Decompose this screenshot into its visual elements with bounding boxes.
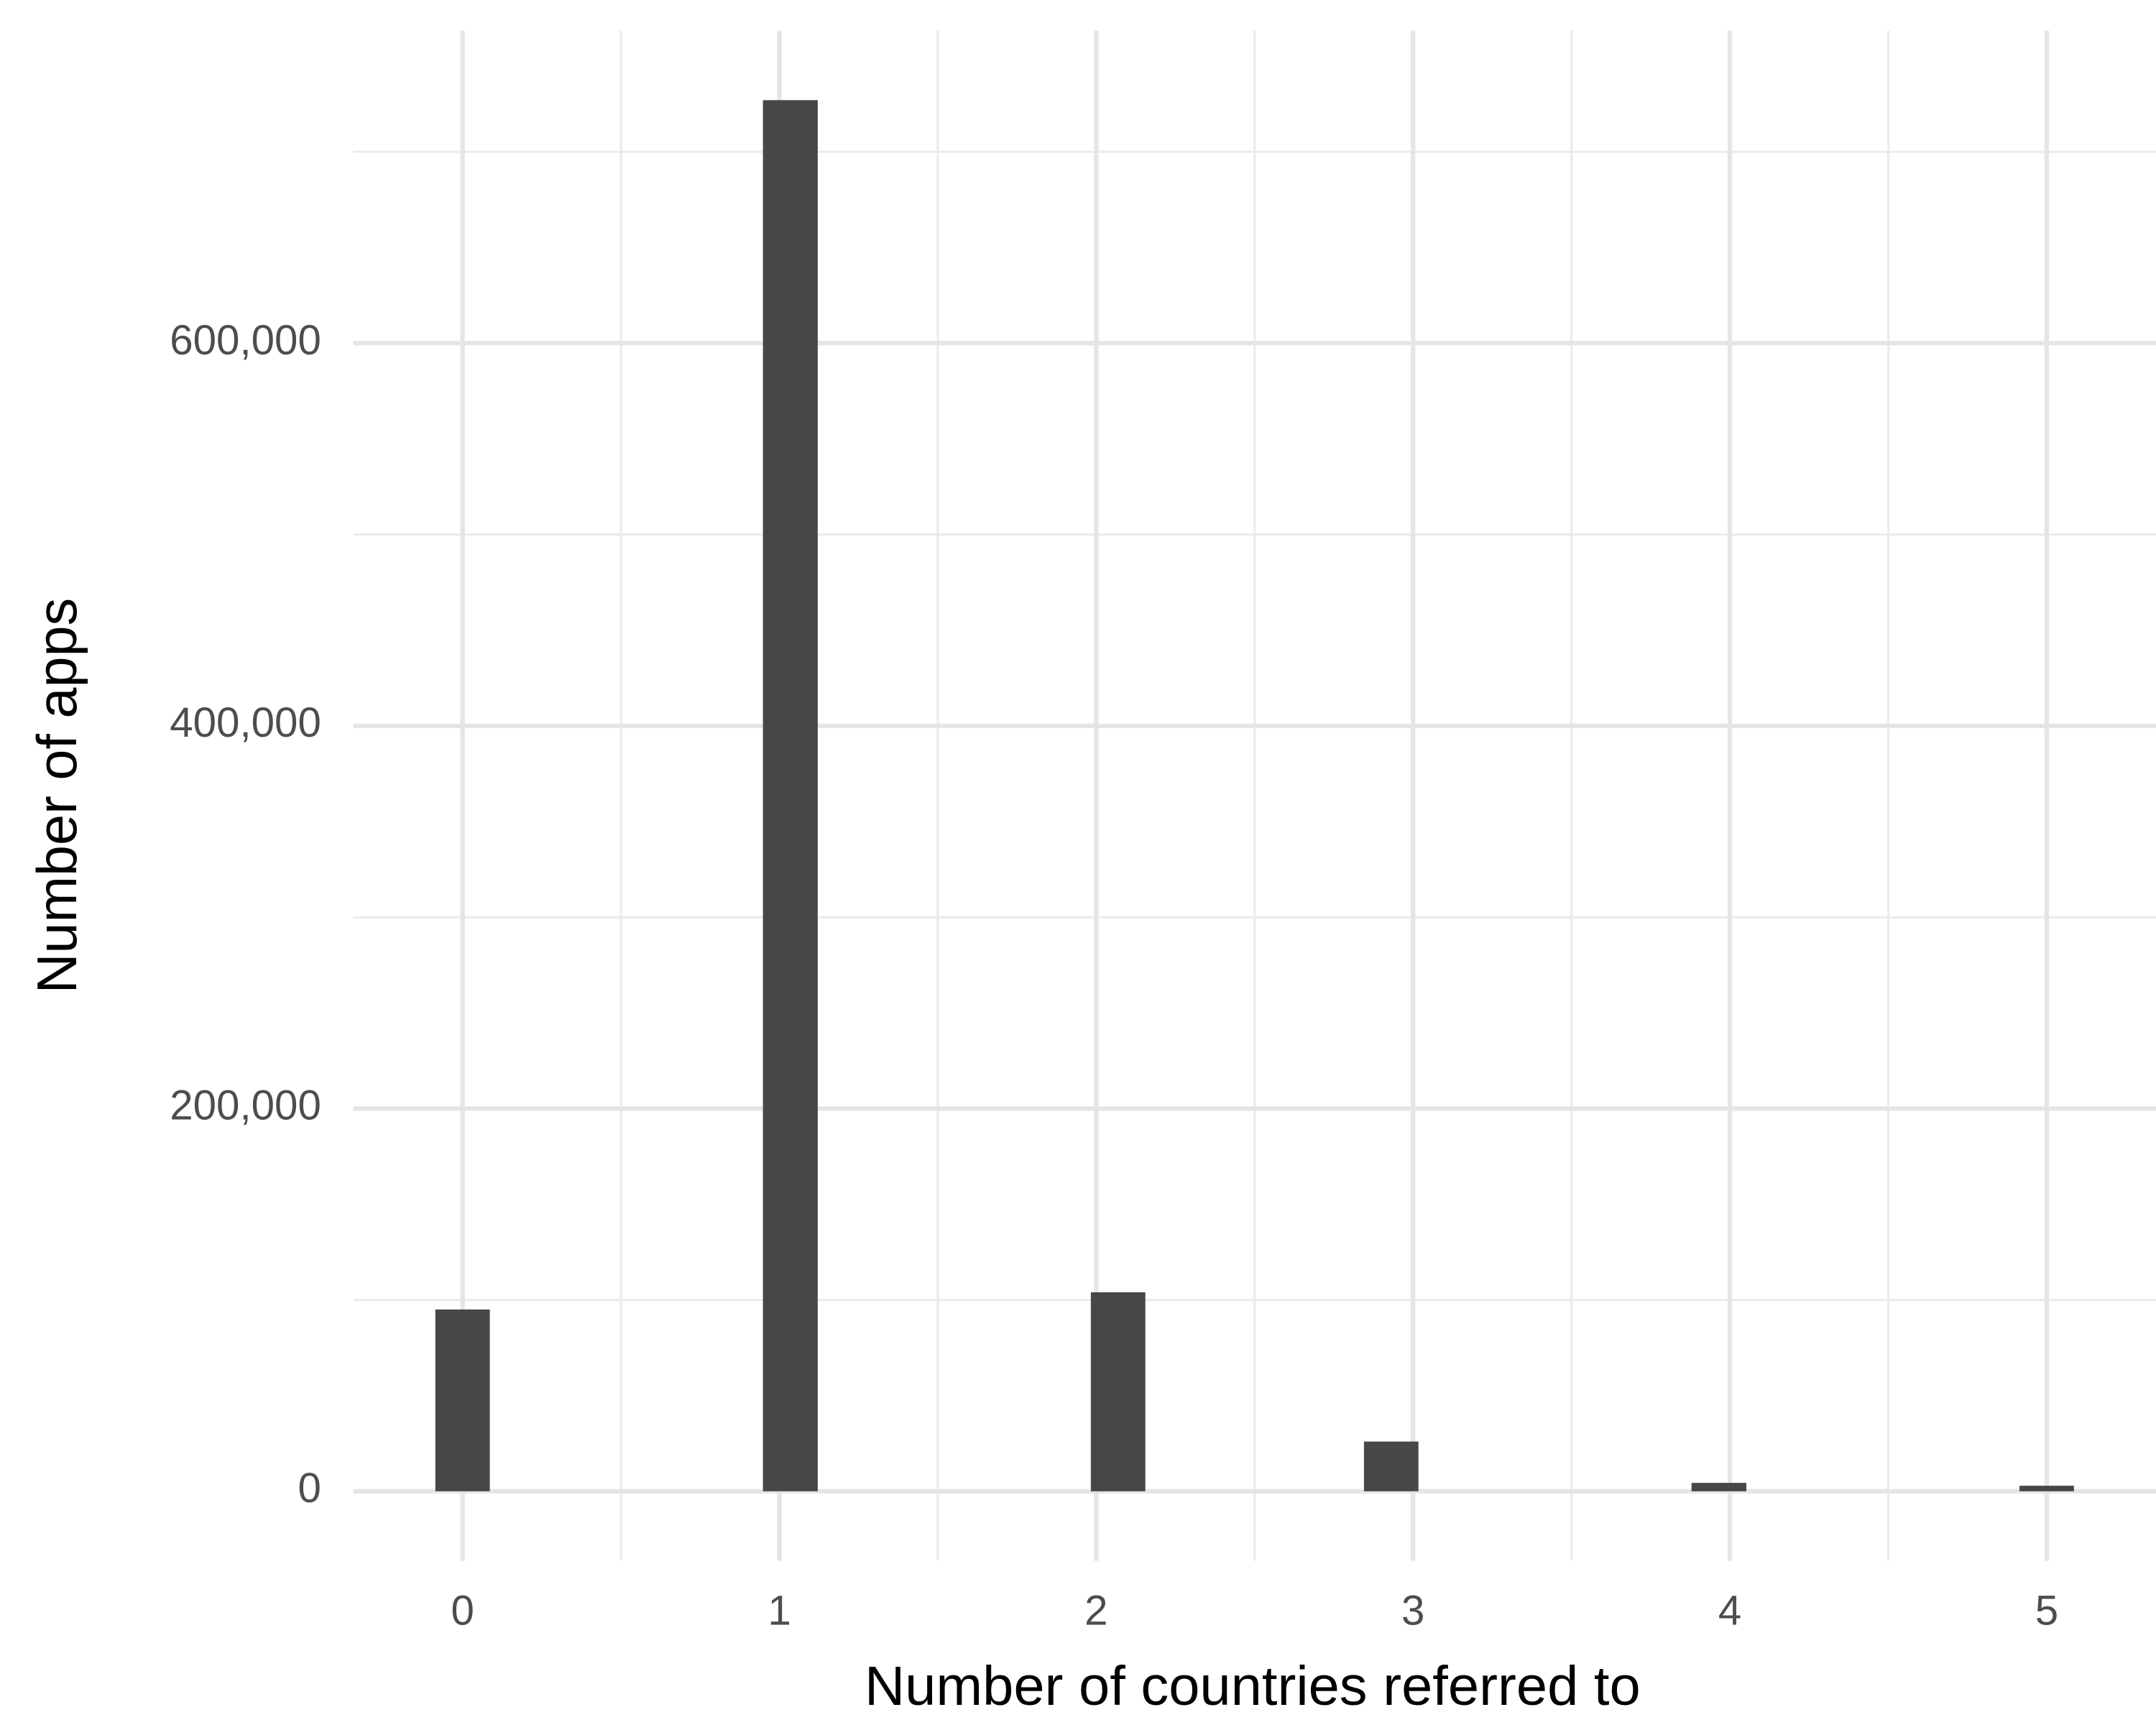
x-tick-label: 3 bbox=[1401, 1588, 1424, 1634]
bar bbox=[1691, 1483, 1746, 1491]
x-tick-label: 0 bbox=[451, 1588, 474, 1634]
y-tick-label: 400,000 bbox=[170, 699, 321, 746]
bars bbox=[435, 100, 2074, 1491]
y-axis-title: Number of apps bbox=[27, 598, 88, 994]
x-tick-label: 5 bbox=[2035, 1588, 2058, 1634]
bar bbox=[1090, 1292, 1146, 1491]
y-tick-label: 600,000 bbox=[170, 317, 321, 364]
x-tick-label: 1 bbox=[768, 1588, 791, 1634]
bar bbox=[763, 100, 818, 1491]
bar bbox=[435, 1309, 490, 1491]
grid bbox=[353, 30, 2156, 1561]
y-tick-label: 0 bbox=[298, 1465, 321, 1512]
bar bbox=[1363, 1441, 1419, 1491]
x-tick-label: 2 bbox=[1084, 1588, 1107, 1634]
y-tick-label: 200,000 bbox=[170, 1082, 321, 1129]
x-axis-title: Number of countries referred to bbox=[865, 1655, 1641, 1717]
x-tick-label: 4 bbox=[1718, 1588, 1741, 1634]
bar bbox=[2019, 1486, 2074, 1491]
labels: 0 200,000 400,000 600,000 0 1 2 3 4 5 bbox=[170, 317, 2058, 1634]
